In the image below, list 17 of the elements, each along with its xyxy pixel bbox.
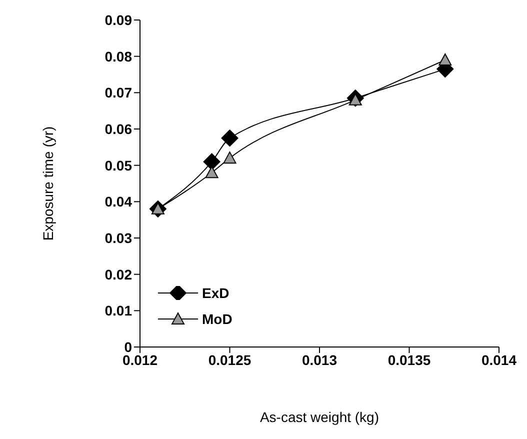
legend-label: ExD <box>202 285 230 301</box>
x-tick-label: 0.014 <box>481 352 517 368</box>
x-tick-label: 0.0125 <box>208 352 252 368</box>
y-tick-label: 0.02 <box>104 266 132 282</box>
x-tick-label: 0.013 <box>302 352 338 368</box>
x-axis-title: As-cast weight (kg) <box>260 409 380 425</box>
y-axis-title: Exposure time (yr) <box>40 126 56 241</box>
y-tick-label: 0.09 <box>104 12 132 28</box>
y-tick-label: 0.07 <box>104 84 132 101</box>
legend-label: MoD <box>202 311 232 327</box>
y-tick-label: 0.05 <box>104 157 132 174</box>
x-tick-label: 0.0135 <box>388 352 431 368</box>
y-tick-label: 0.08 <box>104 48 132 64</box>
y-tick-label: 0.01 <box>104 302 132 319</box>
y-tick-label: 0.04 <box>104 194 132 210</box>
y-tick-label: 0.03 <box>104 230 132 246</box>
y-tick-label: 0.06 <box>104 120 132 137</box>
